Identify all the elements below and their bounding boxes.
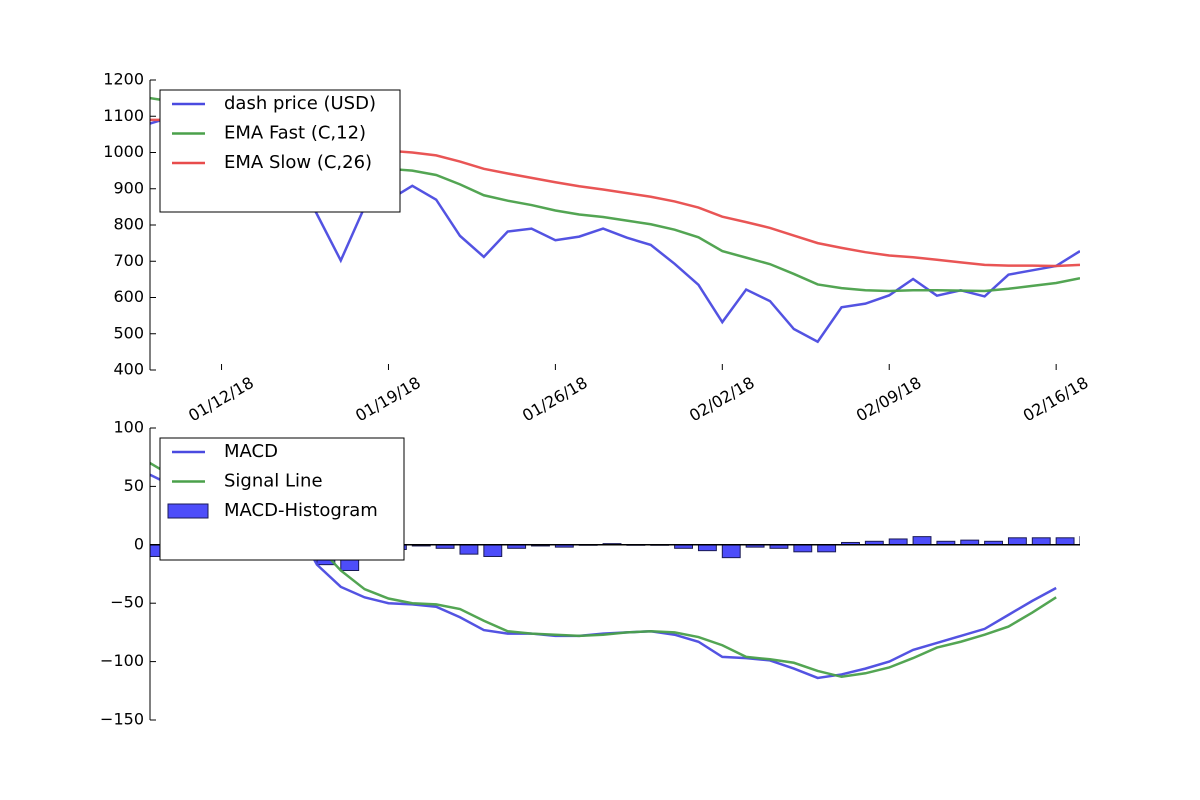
- legend-box: [159, 89, 401, 213]
- x-tick-label: 02/16/18: [1020, 373, 1092, 425]
- y-tick-label: 1000: [103, 142, 144, 161]
- x-tick-label: 02/02/18: [686, 373, 758, 425]
- histogram-bar: [888, 538, 908, 546]
- x-tick-label: 01/12/18: [185, 373, 257, 425]
- y-tick-label: 800: [113, 215, 144, 234]
- legend-label: dash price (USD): [224, 93, 376, 114]
- legend-box: [159, 437, 405, 561]
- y-tick-label: 400: [113, 360, 144, 379]
- histogram-bar: [912, 536, 932, 546]
- legend-label: EMA Slow (C,26): [224, 152, 372, 173]
- y-tick-label: −100: [100, 651, 144, 670]
- x-tick-label: 01/26/18: [519, 373, 591, 425]
- y-tick-label: 50: [124, 476, 144, 495]
- histogram-bar: [1055, 537, 1075, 546]
- y-tick-label: 100: [113, 418, 144, 437]
- histogram-bar: [793, 544, 813, 553]
- y-tick-label: 1100: [103, 106, 144, 125]
- legend-swatch: [167, 503, 209, 519]
- x-tick-label: 01/19/18: [352, 373, 424, 425]
- histogram-bar: [1007, 537, 1027, 546]
- y-tick-label: −150: [100, 710, 144, 729]
- y-tick-label: 700: [113, 251, 144, 270]
- y-tick-label: 1200: [103, 70, 144, 89]
- y-tick-label: 500: [113, 323, 144, 342]
- histogram-bar: [721, 544, 741, 559]
- histogram-bar: [817, 544, 837, 553]
- x-tick-label: 02/09/18: [853, 373, 925, 425]
- legend-label: Signal Line: [224, 471, 323, 492]
- histogram-bar: [1031, 537, 1051, 546]
- legend-label: MACD: [224, 441, 278, 462]
- y-tick-label: 0: [134, 534, 144, 553]
- y-tick-label: 600: [113, 287, 144, 306]
- histogram-bar: [1079, 536, 1080, 546]
- y-tick-label: −50: [110, 593, 144, 612]
- legend-label: EMA Fast (C,12): [224, 123, 366, 144]
- histogram-bar: [459, 544, 479, 555]
- y-tick-label: 900: [113, 178, 144, 197]
- histogram-bar: [697, 544, 717, 552]
- histogram-bar: [483, 544, 503, 557]
- legend-label: MACD-Histogram: [224, 500, 378, 521]
